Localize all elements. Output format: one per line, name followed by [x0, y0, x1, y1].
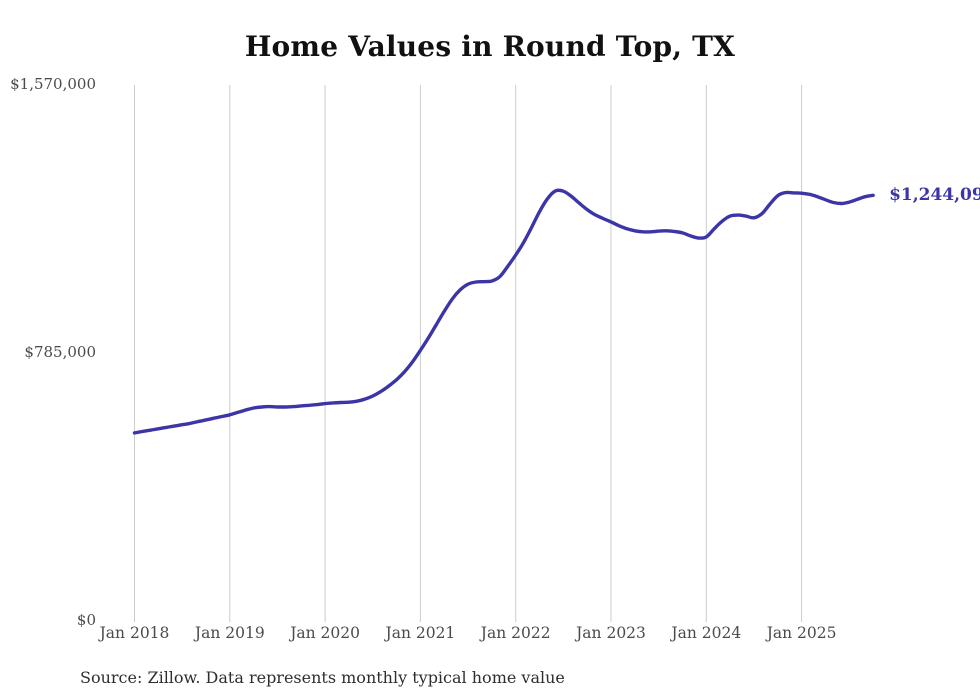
x-tick-label: Jan 2023 [576, 624, 646, 642]
x-tick-label: Jan 2019 [194, 624, 265, 642]
source-note: Source: Zillow. Data represents monthly … [80, 668, 565, 687]
x-tick-label: Jan 2024 [671, 624, 742, 642]
x-tick-label: Jan 2021 [385, 624, 456, 642]
y-tick-label: $0 [76, 611, 96, 629]
chart-title: Home Values in Round Top, TX [244, 30, 736, 63]
x-tick-label: Jan 2022 [480, 624, 551, 642]
x-tick-label: Jan 2020 [290, 624, 360, 642]
latest-value-label: $1,244,094 [889, 185, 980, 206]
x-tick-label: Jan 2018 [99, 624, 170, 642]
x-tick-label: Jan 2025 [766, 624, 837, 642]
y-tick-label: $1,570,000 [10, 75, 96, 93]
home-value-line [132, 188, 875, 435]
y-tick-label: $785,000 [24, 343, 96, 361]
